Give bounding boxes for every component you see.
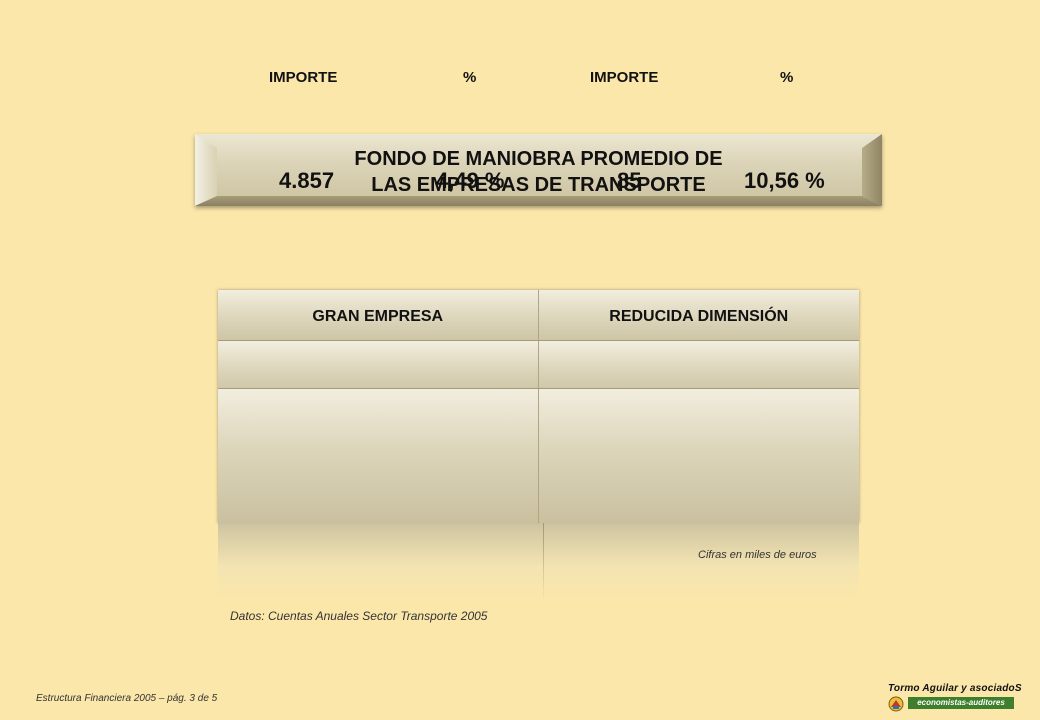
importe-header-reducida: IMPORTE — [590, 69, 659, 86]
page-footer: Estructura Financiera 2005 – pág. 3 de 5 — [36, 693, 218, 704]
header-cell-reducida-dimension: REDUCIDA DIMENSIÓN — [539, 290, 860, 340]
data-cell-right — [539, 389, 860, 524]
table-header-row: GRAN EMPRESA REDUCIDA DIMENSIÓN — [218, 290, 859, 340]
importe-value-gran-empresa: 4.857 — [279, 168, 335, 193]
company-logo: Tormo Aguilar y asociadoS economistas-au… — [886, 680, 1022, 714]
importe-header-gran-empresa: IMPORTE — [269, 69, 338, 86]
subheader-cell-right — [539, 341, 860, 389]
units-note: Cifras en miles de euros — [698, 549, 817, 561]
table-subheader-row — [218, 340, 859, 389]
reflection-divider — [543, 523, 544, 601]
column-group-label: REDUCIDA DIMENSIÓN — [609, 308, 789, 325]
importe-value-reducida: 85 — [617, 168, 642, 193]
pct-header-reducida: % — [780, 69, 794, 86]
title-banner: FONDO DE MANIOBRA PROMEDIO DE LAS EMPRES… — [195, 134, 882, 206]
table-reflection — [218, 523, 859, 601]
pct-header-gran-empresa: % — [463, 69, 477, 86]
subheader-cell-left — [218, 341, 539, 389]
data-table: GRAN EMPRESA REDUCIDA DIMENSIÓN — [218, 290, 859, 524]
source-note: Datos: Cuentas Anuales Sector Transporte… — [230, 609, 488, 623]
column-group-label: GRAN EMPRESA — [312, 308, 444, 325]
title-line-1: FONDO DE MANIOBRA PROMEDIO DE — [354, 148, 723, 170]
pct-value-reducida: 10,56 % — [744, 168, 825, 193]
data-cell-left — [218, 389, 539, 524]
title-line-2: LAS EMPRESAS DE TRANSPORTE — [371, 174, 706, 196]
pct-value-gran-empresa: 4,49 % — [436, 168, 505, 193]
title-banner-bevel — [195, 196, 882, 206]
logo-name: Tormo Aguilar y asociadoS — [888, 683, 1022, 694]
logo-tagline: economistas-auditores — [908, 697, 1014, 709]
header-cell-gran-empresa: GRAN EMPRESA — [218, 290, 539, 340]
page-title: FONDO DE MANIOBRA PROMEDIO DE LAS EMPRES… — [195, 146, 882, 198]
logo-emblem-icon — [888, 696, 904, 712]
table-data-row — [218, 388, 859, 524]
